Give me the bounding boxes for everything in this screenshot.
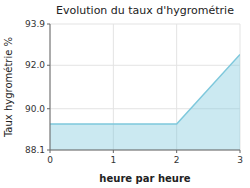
y-tick xyxy=(47,65,50,66)
plot-area xyxy=(50,54,240,150)
grid-line-y xyxy=(50,65,240,66)
x-tick xyxy=(176,150,177,153)
y-tick-label: 88.1 xyxy=(25,145,45,155)
x-tick xyxy=(50,150,51,153)
grid-line-x xyxy=(50,24,51,150)
x-tick-label: 3 xyxy=(237,155,243,165)
grid-line-y xyxy=(50,150,240,151)
x-tick xyxy=(240,150,241,153)
x-tick-label: 1 xyxy=(110,155,116,165)
grid-line-y xyxy=(50,24,240,25)
y-tick-label: 93.9 xyxy=(25,19,45,29)
area-line xyxy=(50,54,240,124)
y-tick-label: 92.0 xyxy=(25,60,45,70)
y-tick xyxy=(47,24,50,25)
x-axis-label: heure par heure xyxy=(99,173,190,184)
y-tick-label: 90.0 xyxy=(25,104,45,114)
area-fill xyxy=(50,54,240,150)
x-tick-label: 0 xyxy=(47,155,53,165)
y-tick xyxy=(47,108,50,109)
title: Evolution du taux d'hygrométrie xyxy=(56,4,234,17)
x-tick-label: 2 xyxy=(174,155,180,165)
grid xyxy=(50,24,240,150)
y-axis-label: Taux hygrométrie % xyxy=(3,37,14,138)
x-axis-line xyxy=(50,150,240,151)
y-axis-line xyxy=(50,24,51,150)
chart: 88.1 90.0 92.0 93.9 0 1 2 3 Evolution du taux d'… xyxy=(0,0,250,188)
x-tick xyxy=(113,150,114,153)
